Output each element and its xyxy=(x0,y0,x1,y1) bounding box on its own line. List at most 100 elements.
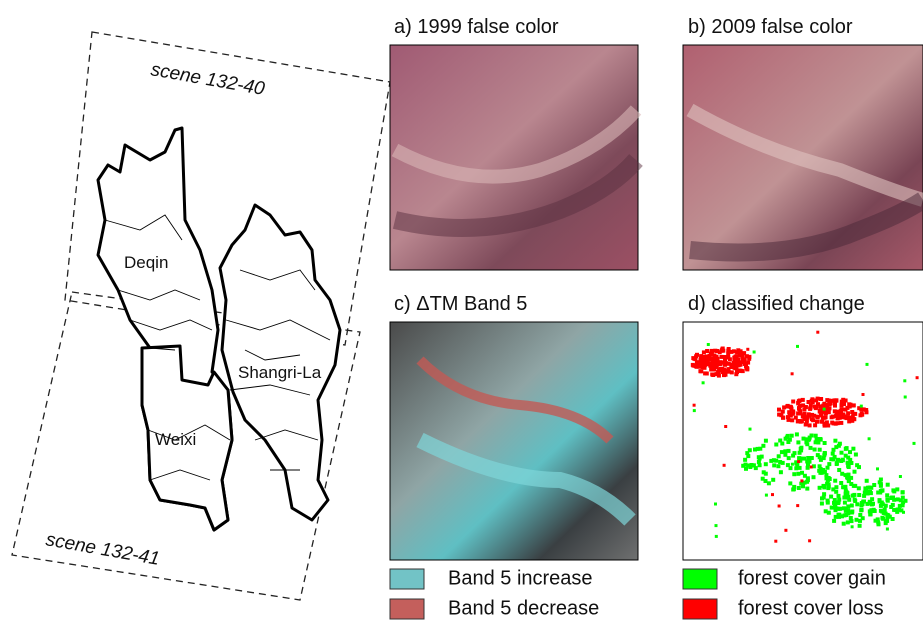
change-pixel xyxy=(764,439,768,443)
change-pixel xyxy=(730,370,734,374)
change-pixel xyxy=(868,437,871,440)
change-pixel xyxy=(847,465,851,469)
change-pixel xyxy=(788,412,792,416)
change-pixel xyxy=(865,479,869,483)
change-pixel xyxy=(826,466,830,470)
change-pixel xyxy=(836,416,840,420)
change-pixel xyxy=(834,485,838,489)
change-pixel xyxy=(756,447,760,451)
panel-title: c) ΔTM Band 5 xyxy=(394,293,527,315)
change-pixel xyxy=(715,535,718,538)
change-pixel xyxy=(876,467,879,470)
change-pixel xyxy=(860,508,864,512)
change-pixel xyxy=(825,407,829,411)
change-pixel xyxy=(792,485,796,489)
county-label: Shangri-La xyxy=(238,363,322,382)
change-pixel xyxy=(818,464,822,468)
change-pixel xyxy=(827,462,831,466)
change-pixel xyxy=(771,478,775,482)
change-pixel xyxy=(818,486,822,490)
change-pixel xyxy=(810,456,814,460)
change-pixel xyxy=(815,420,819,424)
change-pixel xyxy=(855,502,859,506)
change-pixel xyxy=(904,396,907,399)
change-pixel xyxy=(778,439,782,443)
figure: scene 132-40 scene 132-41 Deqin Shangri-… xyxy=(0,0,923,622)
change-pixel xyxy=(857,486,861,490)
change-pixel xyxy=(791,400,795,404)
change-pixel xyxy=(783,449,787,453)
change-pixel xyxy=(741,360,745,364)
change-pixel xyxy=(711,373,715,377)
change-pixel xyxy=(787,456,791,460)
change-pixel xyxy=(815,437,819,441)
image-c xyxy=(390,322,638,560)
change-pixel xyxy=(777,454,781,458)
change-pixel xyxy=(761,444,765,448)
change-pixel xyxy=(823,470,827,474)
change-pixel xyxy=(871,502,875,506)
change-pixel xyxy=(800,479,803,482)
legend-swatch xyxy=(390,569,424,589)
change-pixel xyxy=(800,471,804,475)
change-pixel xyxy=(699,369,703,373)
change-pixel xyxy=(824,415,828,419)
change-pixel xyxy=(902,511,905,514)
change-pixel xyxy=(769,459,773,463)
change-pixel xyxy=(746,348,749,351)
change-pixel xyxy=(711,367,715,371)
change-pixel xyxy=(904,499,908,503)
change-pixel xyxy=(723,464,726,467)
change-pixel xyxy=(802,412,806,416)
change-pixel xyxy=(830,421,834,425)
change-pixel xyxy=(753,351,756,354)
change-pixel xyxy=(815,415,819,419)
change-pixel xyxy=(757,460,761,464)
change-pixel xyxy=(885,498,889,502)
change-pixel xyxy=(817,469,821,473)
change-pixel xyxy=(834,490,838,494)
change-pixel xyxy=(844,513,848,517)
legend-label: forest cover loss xyxy=(738,597,884,619)
change-pixel xyxy=(916,376,919,379)
scene-label: scene 132-41 xyxy=(44,529,161,570)
change-pixel xyxy=(693,409,696,412)
change-pixel xyxy=(797,406,801,410)
image-b xyxy=(683,45,923,270)
change-pixel xyxy=(797,486,801,490)
change-pixel xyxy=(771,493,774,496)
change-pixel xyxy=(805,480,809,484)
change-pixel xyxy=(845,491,849,495)
legend-swatch xyxy=(390,599,424,619)
change-pixel xyxy=(823,408,826,411)
change-pixel xyxy=(820,502,824,506)
change-pixel xyxy=(870,497,874,501)
change-pixel xyxy=(698,365,702,369)
change-pixel xyxy=(816,397,820,401)
change-pixel xyxy=(822,402,826,406)
change-pixel xyxy=(860,405,863,408)
change-pixel xyxy=(853,470,857,474)
change-pixel xyxy=(806,466,810,470)
change-pixel xyxy=(714,358,718,362)
change-pixel xyxy=(826,486,830,490)
change-pixel xyxy=(721,347,725,351)
change-pixel xyxy=(778,505,781,508)
change-pixel xyxy=(702,381,705,384)
change-pixel xyxy=(802,417,806,421)
change-pixel xyxy=(823,451,827,455)
change-pixel xyxy=(735,350,739,354)
change-pixel xyxy=(840,514,844,518)
change-pixel xyxy=(809,446,813,450)
change-pixel xyxy=(745,451,749,455)
change-pixel xyxy=(816,331,819,334)
scene-label: scene 132-40 xyxy=(149,59,266,100)
change-pixel xyxy=(913,442,916,445)
change-pixel xyxy=(747,357,751,361)
change-pixel xyxy=(801,398,805,402)
change-pixel xyxy=(781,461,785,465)
change-pixel xyxy=(721,370,725,374)
change-pixel xyxy=(830,415,834,419)
panel-title: b) 2009 false color xyxy=(688,16,853,38)
change-pixel xyxy=(781,410,785,414)
